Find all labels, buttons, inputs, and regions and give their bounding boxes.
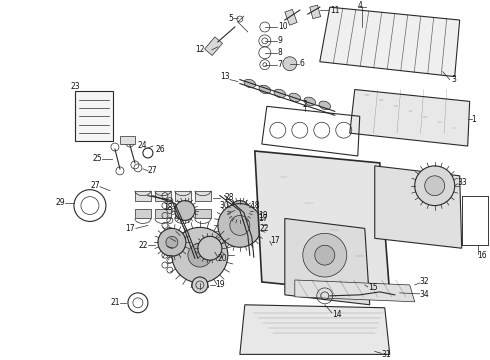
Text: 21: 21 [110, 298, 120, 307]
Bar [75, 91, 113, 141]
Circle shape [198, 236, 222, 260]
Text: 22: 22 [260, 224, 270, 233]
Text: 28: 28 [225, 193, 234, 202]
Text: 17: 17 [270, 236, 279, 245]
Text: 16: 16 [478, 251, 488, 260]
Circle shape [230, 201, 250, 220]
Circle shape [172, 228, 228, 283]
Circle shape [283, 57, 297, 71]
Ellipse shape [244, 79, 256, 88]
Polygon shape [350, 90, 470, 146]
Circle shape [230, 216, 250, 235]
Polygon shape [285, 219, 370, 305]
Circle shape [415, 166, 455, 206]
Bar [135, 208, 151, 219]
Text: 31: 31 [382, 350, 392, 359]
Text: 29: 29 [55, 198, 65, 207]
Text: 14: 14 [332, 310, 342, 319]
Circle shape [175, 201, 195, 220]
Bar [120, 136, 135, 144]
Text: 34: 34 [420, 291, 429, 300]
Text: 1: 1 [472, 115, 476, 124]
Polygon shape [240, 305, 390, 354]
Bar [155, 208, 171, 219]
Text: 27: 27 [148, 166, 157, 175]
Text: 7: 7 [278, 60, 283, 69]
Text: 25: 25 [92, 154, 102, 163]
Bar [285, 9, 297, 25]
Ellipse shape [259, 85, 270, 94]
Ellipse shape [304, 97, 316, 105]
Text: 30: 30 [220, 201, 230, 210]
Polygon shape [375, 166, 462, 248]
Text: 12: 12 [196, 45, 205, 54]
Text: 8: 8 [278, 48, 283, 57]
Text: 4: 4 [357, 1, 362, 10]
Circle shape [158, 228, 186, 256]
Bar [175, 191, 191, 201]
Bar [155, 191, 171, 201]
Text: 22: 22 [138, 241, 148, 250]
Bar [310, 5, 320, 19]
Text: 18: 18 [258, 211, 268, 220]
Text: 23: 23 [70, 82, 80, 91]
Text: 15: 15 [368, 283, 377, 292]
Text: 18: 18 [250, 201, 259, 210]
Circle shape [188, 243, 212, 267]
Text: 19: 19 [215, 280, 224, 289]
Text: 10: 10 [278, 22, 288, 31]
Bar [195, 208, 211, 219]
Polygon shape [295, 280, 415, 302]
Circle shape [303, 233, 347, 277]
Circle shape [425, 176, 445, 195]
Text: 17: 17 [258, 214, 268, 223]
Text: 18: 18 [163, 203, 173, 212]
Text: 26: 26 [156, 144, 166, 153]
Polygon shape [255, 151, 390, 295]
Bar [205, 37, 222, 55]
Text: 20: 20 [218, 254, 227, 263]
Text: 32: 32 [420, 278, 429, 287]
Polygon shape [320, 7, 460, 77]
Text: 5: 5 [228, 14, 233, 23]
Text: 11: 11 [330, 6, 339, 15]
Circle shape [166, 236, 178, 248]
Text: 9: 9 [278, 36, 283, 45]
Text: 17: 17 [125, 224, 135, 233]
Text: 6: 6 [300, 59, 305, 68]
Ellipse shape [274, 89, 286, 98]
Text: 33: 33 [458, 178, 467, 187]
Ellipse shape [289, 93, 300, 102]
Text: 3: 3 [452, 75, 457, 84]
Bar [175, 208, 191, 219]
Text: 13: 13 [220, 72, 230, 81]
Circle shape [192, 277, 208, 293]
Circle shape [315, 245, 335, 265]
Text: 27: 27 [90, 181, 100, 190]
Ellipse shape [319, 101, 331, 109]
Bar [135, 191, 151, 201]
Circle shape [218, 204, 262, 247]
Text: 2: 2 [302, 100, 307, 109]
Text: 24: 24 [138, 140, 147, 149]
Bar [195, 191, 211, 201]
